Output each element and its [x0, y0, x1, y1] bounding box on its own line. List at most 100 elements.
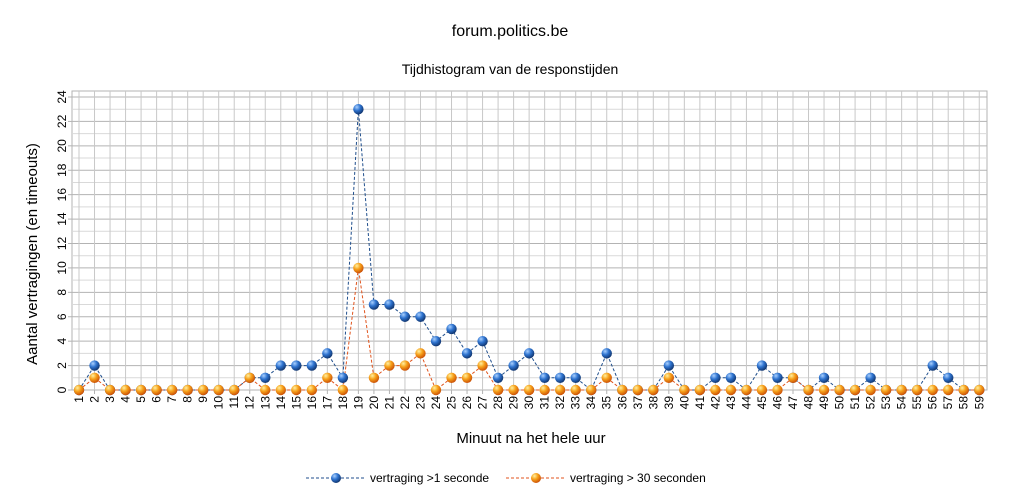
series-1-point [554, 372, 566, 383]
y-tick-label: 4 [55, 338, 69, 345]
y-tick-label: 20 [55, 139, 69, 153]
x-tick-label: 55 [910, 396, 924, 410]
x-tick-label: 28 [491, 396, 505, 410]
series-1-point [772, 372, 783, 383]
y-axis-label: Aantal vertragingen (en timeouts) [24, 143, 41, 365]
series-1-point [306, 360, 318, 371]
x-tick-label: 35 [600, 396, 614, 410]
series-2-point [197, 384, 209, 396]
series-2-point [787, 372, 799, 383]
x-tick-label: 54 [895, 396, 909, 410]
x-tick-label: 44 [739, 396, 753, 410]
x-tick-label: 6 [150, 396, 164, 403]
x-tick-label: 2 [88, 396, 102, 403]
series-2-point [213, 384, 224, 396]
series-2-point [679, 384, 690, 396]
series-2-point [166, 384, 178, 396]
series-2-point [322, 372, 333, 383]
x-tick-label: 19 [351, 396, 365, 410]
series-2-point [260, 384, 271, 396]
series-1-point [539, 372, 550, 383]
series-2-point [648, 384, 659, 396]
x-tick-label: 58 [957, 396, 971, 410]
series-1-point [927, 360, 938, 371]
series-1-point [461, 348, 473, 359]
series-2-point [554, 384, 566, 396]
series-2-point [756, 384, 768, 396]
x-tick-label: 51 [848, 396, 862, 410]
x-tick-label: 23 [413, 396, 427, 410]
series-1-point [601, 348, 612, 359]
series-2-point [586, 384, 597, 396]
series-2-point [182, 384, 193, 396]
series-2-point [508, 384, 519, 396]
y-tick-label: 0 [55, 386, 69, 393]
x-tick-label: 45 [755, 396, 769, 410]
x-tick-label: 38 [646, 396, 660, 410]
series-2-point [632, 384, 643, 396]
x-tick-label: 53 [879, 396, 893, 410]
series-2-point [135, 384, 147, 396]
series-2-point [772, 384, 783, 396]
legend-marker-2 [531, 473, 541, 483]
x-tick-label: 17 [320, 396, 334, 410]
series-2-point [337, 384, 349, 396]
series-2-point [399, 360, 411, 371]
series-1-point [337, 372, 349, 383]
series-1-point [663, 360, 675, 371]
series-2-point [73, 384, 85, 396]
series-2-point [89, 372, 100, 383]
series-2-point [725, 384, 737, 396]
series-1-point [725, 372, 737, 383]
chart-title: forum.politics.be [452, 23, 569, 40]
series-2-point [368, 372, 380, 383]
series-2-point [446, 372, 457, 383]
series-2-point [818, 384, 830, 396]
series-2-point [601, 372, 612, 383]
series-2-point [741, 384, 752, 396]
y-tick-label: 12 [55, 237, 69, 251]
series-2-point [492, 384, 504, 396]
x-tick-label: 42 [708, 396, 722, 410]
x-tick-label: 41 [693, 396, 707, 410]
series-2-point [865, 384, 876, 396]
series-2-point [229, 384, 240, 396]
x-tick-label: 43 [724, 396, 738, 410]
legend-marker-1 [331, 473, 341, 483]
series-2-point [353, 262, 364, 274]
x-tick-label: 15 [289, 396, 303, 410]
chart-subtitle: Tijdhistogram van de responstijden [402, 61, 619, 77]
series-2-point [523, 384, 535, 396]
series-2-point [896, 384, 907, 396]
x-tick-label: 3 [103, 396, 117, 403]
y-tick-label: 2 [55, 362, 69, 369]
series-1-point [710, 372, 721, 383]
x-tick-label: 56 [926, 396, 940, 410]
series-1-point [508, 360, 519, 371]
series-2-point [306, 384, 318, 396]
y-tick-label: 8 [55, 289, 69, 296]
legend-label-2: vertraging > 30 seconden [570, 471, 706, 485]
x-tick-label: 16 [305, 396, 319, 410]
series-2-point [911, 384, 923, 396]
legend: vertraging >1 seconde vertraging > 30 sec… [306, 471, 706, 485]
series-2-point [834, 384, 845, 396]
x-tick-label: 49 [817, 396, 831, 410]
series-2-point [275, 384, 286, 396]
x-tick-label: 1 [72, 396, 86, 403]
y-tick-label: 6 [55, 313, 69, 320]
x-tick-label: 39 [662, 396, 676, 410]
x-tick-label: 20 [367, 396, 381, 410]
series-1-point [399, 311, 411, 322]
x-tick-label: 48 [802, 396, 816, 410]
series-1-point [446, 323, 457, 335]
series-2-point [244, 372, 255, 383]
x-tick-label: 27 [476, 396, 490, 410]
series-1-point [260, 372, 271, 383]
series-1-point [322, 348, 333, 359]
x-tick-label: 32 [553, 396, 567, 410]
x-tick-label: 37 [631, 396, 645, 410]
series-1-point [384, 299, 395, 310]
series-1-point [756, 360, 768, 371]
